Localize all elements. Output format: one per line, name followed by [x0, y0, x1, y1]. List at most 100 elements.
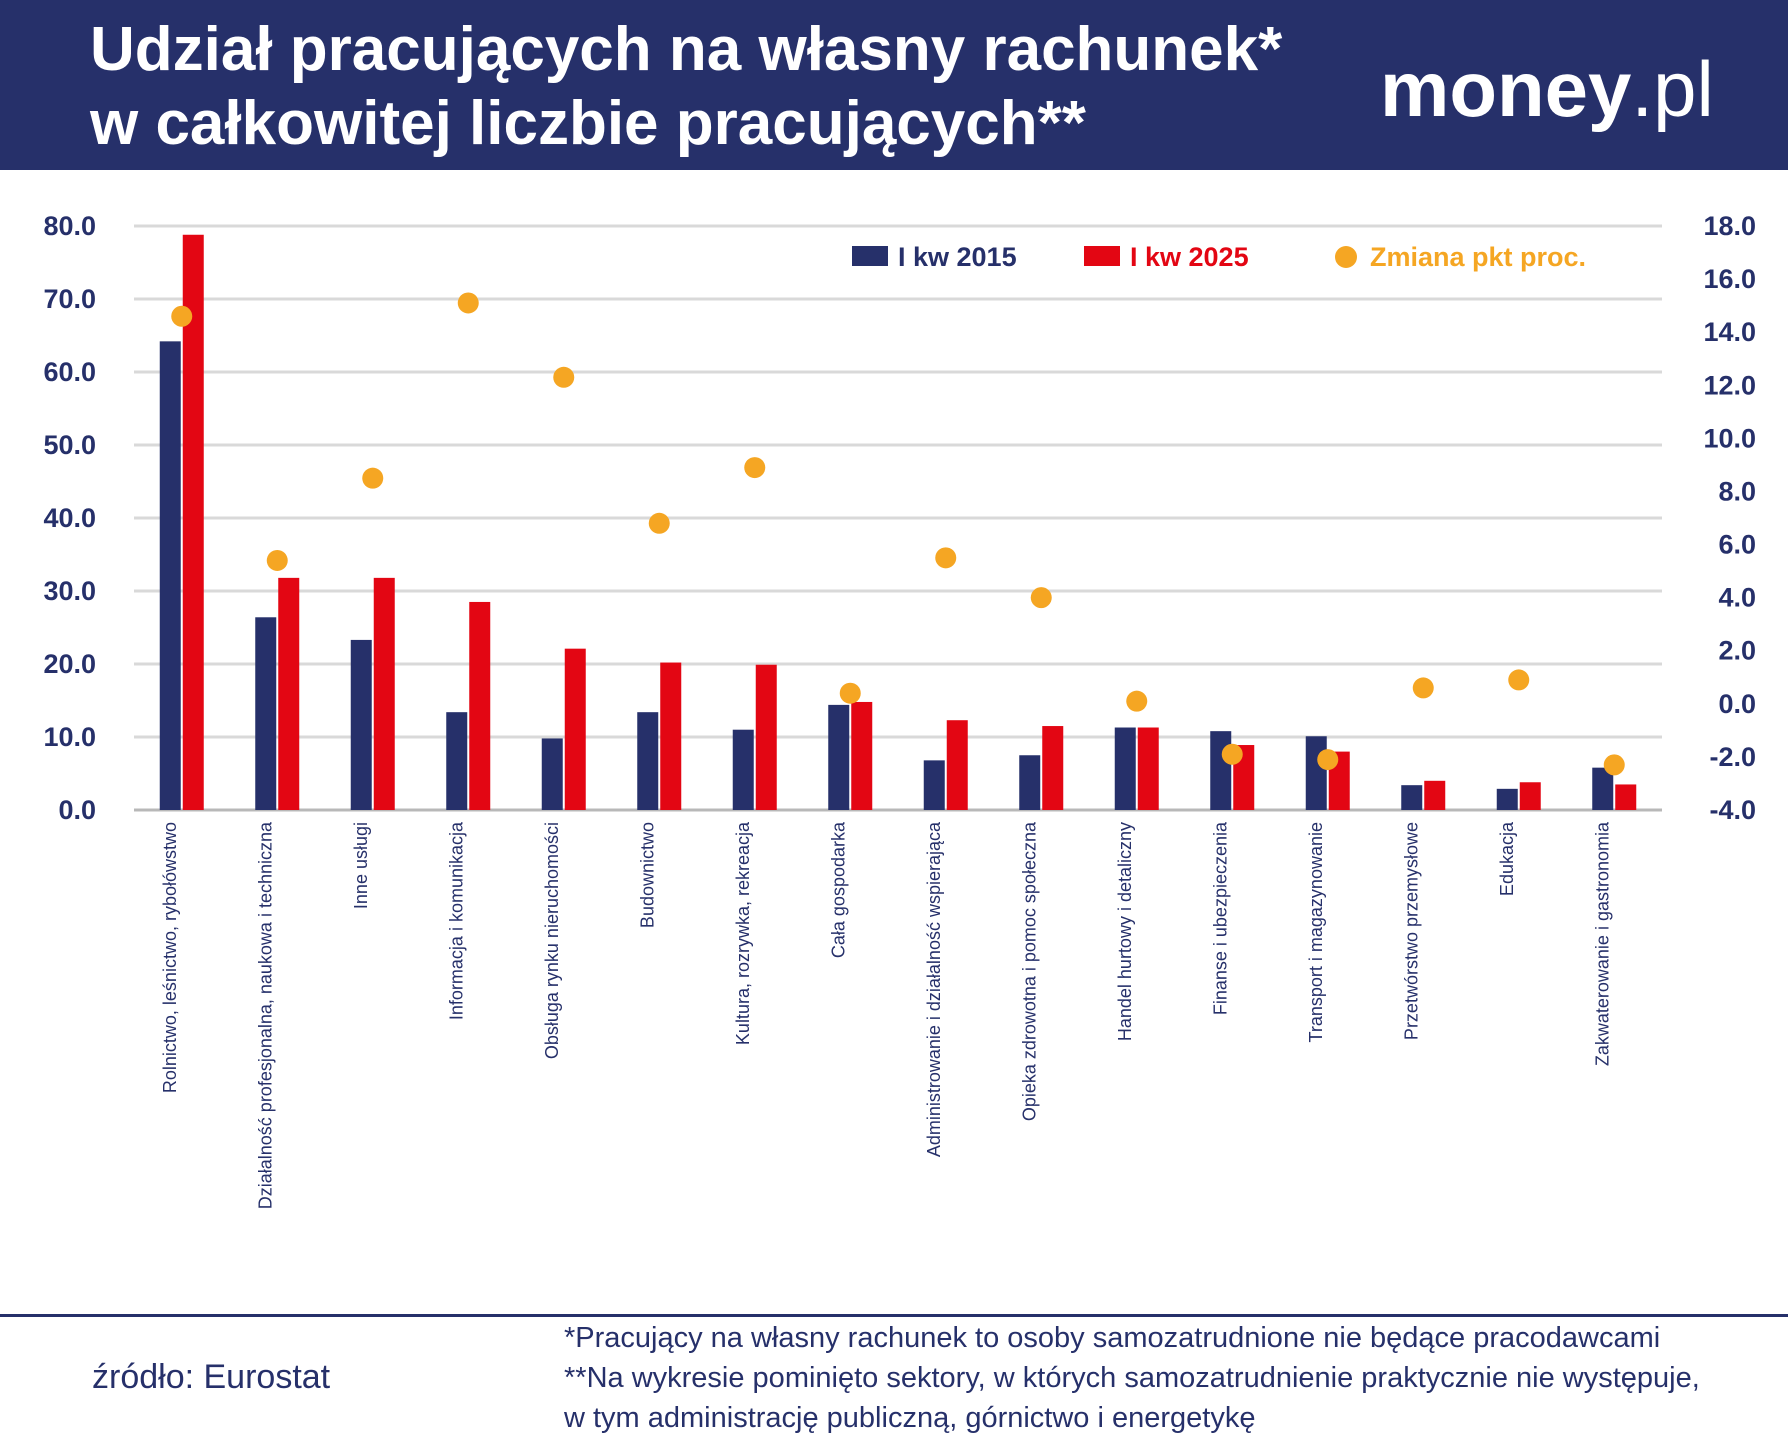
change-dot: [648, 512, 670, 534]
left-tick-label: 0.0: [58, 795, 96, 825]
right-tick-label: 12.0: [1703, 370, 1756, 400]
category-label: Obsługa rynku nieruchomości: [542, 822, 562, 1059]
right-tick-label: -4.0: [1709, 795, 1756, 825]
bar-2015: [637, 712, 659, 810]
legend-item: I kw 2015: [852, 242, 1017, 272]
change-dot: [457, 292, 479, 314]
legend-swatch: [852, 246, 888, 266]
footnote-2: **Na wykresie pominięto sektory, w który…: [564, 1362, 1700, 1394]
category-label: Inne usługi: [351, 822, 371, 909]
category-labels: Rolnictwo, leśnictwo, rybołówstwo Działal…: [160, 821, 1613, 1209]
category-label: Opieka zdrowotna i pomoc społeczna: [1019, 821, 1039, 1121]
bar-2025: [1519, 782, 1541, 810]
bar-2025: [1424, 780, 1446, 810]
legend-label: I kw 2015: [898, 242, 1017, 272]
left-tick-label: 40.0: [43, 503, 96, 533]
change-dot: [1221, 743, 1243, 765]
logo-main-text: money: [1380, 46, 1631, 133]
chart-title-line-1: Udział pracujących na własny rachunek*: [90, 15, 1283, 84]
footer-divider: [0, 1314, 1788, 1317]
change-dot: [553, 366, 575, 388]
category-label: Edukacja: [1497, 821, 1517, 896]
right-tick-label: -2.0: [1709, 742, 1756, 772]
right-tick-label: 10.0: [1703, 423, 1756, 453]
bar-2015: [255, 617, 277, 810]
change-dot: [1126, 690, 1148, 712]
bar-2015: [1114, 727, 1136, 810]
source-label: źródło: Eurostat: [92, 1358, 331, 1396]
legend: I kw 2015 I kw 2025 Zmiana pkt proc.: [852, 242, 1586, 272]
bar-2025: [564, 648, 586, 810]
bar-2025: [182, 234, 204, 810]
change-dot: [1030, 587, 1052, 609]
bars: [159, 234, 1637, 810]
legend-label: I kw 2025: [1130, 242, 1249, 272]
change-dot: [362, 467, 384, 489]
change-dot: [1317, 749, 1339, 771]
left-tick-label: 30.0: [43, 576, 96, 606]
legend-item: I kw 2025: [1084, 242, 1249, 272]
category-label: Budownictwo: [637, 822, 657, 928]
left-tick-label: 50.0: [43, 430, 96, 460]
legend-item: Zmiana pkt proc.: [1335, 242, 1586, 272]
category-label: Cała gospodarka: [828, 821, 848, 958]
bar-2015: [1210, 731, 1232, 810]
bar-2025: [946, 720, 968, 810]
bar-2015: [446, 712, 468, 810]
left-tick-label: 20.0: [43, 649, 96, 679]
left-tick-label: 80.0: [43, 211, 96, 241]
bar-2025: [851, 701, 873, 810]
right-tick-label: 2.0: [1718, 636, 1756, 666]
logo-suffix-text: .pl: [1631, 46, 1713, 133]
right-tick-label: 14.0: [1703, 317, 1756, 347]
bar-2025: [1042, 726, 1064, 810]
bar-2025: [660, 662, 682, 810]
chart-title-line-2: w całkowitej liczbie pracujących**: [90, 89, 1086, 158]
legend-label: Zmiana pkt proc.: [1370, 242, 1586, 272]
right-tick-label: 16.0: [1703, 264, 1756, 294]
bar-2015: [732, 729, 754, 810]
left-tick-label: 70.0: [43, 284, 96, 314]
bar-2015: [828, 704, 850, 810]
category-label: Finanse i ubezpieczenia: [1210, 821, 1230, 1015]
change-dot: [266, 549, 288, 571]
change-dot: [171, 305, 193, 327]
change-dot: [839, 682, 861, 704]
right-axis-ticks: -4.0 -2.0 0.0 2.0 4.0 6.0 8.0 10.0 12.0 14.0 16.0 1…: [1703, 211, 1756, 825]
change-dot: [1508, 669, 1530, 691]
category-label: Działalność profesjonalna, naukowa i tec…: [255, 821, 275, 1209]
bar-2025: [755, 664, 777, 810]
footnote-1: *Pracujący na własny rachunek to osoby s…: [564, 1322, 1661, 1354]
bar-2015: [1592, 767, 1614, 810]
category-label: Administrowanie i działalność wspierając…: [924, 821, 944, 1157]
bar-chart: 0.0 10.0 20.0 30.0 40.0 50.0 60.0 70.0 80.0 -4.0…: [43, 211, 1756, 1209]
category-label: Kultura, rozrywka, rekreacja: [733, 821, 753, 1045]
svg-text:money.pl: money.pl: [1380, 46, 1714, 133]
bar-2015: [923, 760, 945, 810]
bar-2015: [159, 341, 181, 810]
header-banner: Udział pracujących na własny rachunek* w…: [0, 0, 1788, 170]
category-label: Rolnictwo, leśnictwo, rybołówstwo: [160, 822, 180, 1093]
change-dots: [171, 292, 1625, 776]
bar-2025: [373, 577, 395, 810]
bar-2015: [1305, 736, 1327, 810]
right-tick-label: 6.0: [1718, 530, 1756, 560]
bar-2025: [469, 601, 491, 810]
left-axis-ticks: 0.0 10.0 20.0 30.0 40.0 50.0 60.0 70.0 80.0: [43, 211, 96, 825]
bar-2015: [1496, 788, 1518, 810]
bar-2015: [1019, 755, 1041, 810]
change-dot: [744, 457, 766, 479]
bar-2015: [350, 639, 372, 810]
bar-2025: [1615, 784, 1637, 810]
bar-2015: [541, 738, 563, 810]
left-tick-label: 10.0: [43, 722, 96, 752]
bar-2015: [1401, 785, 1423, 810]
right-tick-label: 0.0: [1718, 689, 1756, 719]
change-dot: [935, 547, 957, 569]
right-tick-label: 8.0: [1718, 476, 1756, 506]
footnote-3: w tym administrację publiczną, górnictwo…: [564, 1402, 1256, 1434]
category-label: Zakwaterowanie i gastronomia: [1592, 821, 1612, 1066]
category-label: Handel hurtowy i detaliczny: [1115, 822, 1135, 1041]
legend-swatch: [1084, 246, 1120, 266]
right-tick-label: 4.0: [1718, 583, 1756, 613]
